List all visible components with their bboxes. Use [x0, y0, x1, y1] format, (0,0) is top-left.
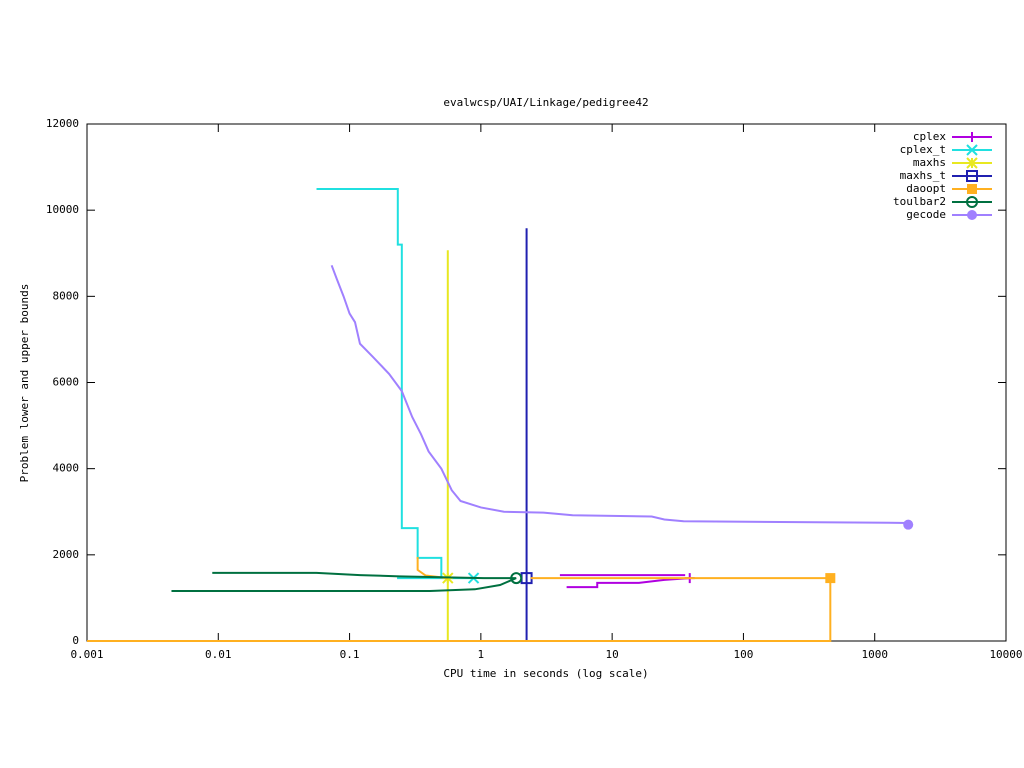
x-axis-label: CPU time in seconds (log scale)	[443, 667, 648, 680]
point	[966, 170, 978, 182]
point-shape	[825, 573, 836, 584]
x-tick-label: 1000	[861, 648, 888, 661]
y-tick-label: 6000	[53, 376, 80, 389]
point-shape	[967, 184, 977, 194]
legend-label: maxhs	[913, 156, 946, 169]
legend-label: daoopt	[906, 182, 946, 195]
x-tick-label: 10	[606, 648, 619, 661]
point	[966, 157, 978, 169]
x-tick-label: 10000	[989, 648, 1022, 661]
point	[966, 144, 978, 156]
point	[967, 132, 977, 142]
legend-label: toulbar2	[893, 195, 946, 208]
y-tick-label: 4000	[53, 462, 80, 475]
legend-label: cplex_t	[900, 143, 946, 156]
point	[825, 573, 836, 584]
x-tick-label: 100	[733, 648, 753, 661]
legend-label: gecode	[906, 208, 946, 221]
chart-title: evalwcsp/UAI/Linkage/pedigree42	[443, 96, 648, 109]
x-tick-label: 0.01	[205, 648, 232, 661]
point-shape	[903, 519, 914, 530]
x-tick-label: 0.1	[340, 648, 360, 661]
point-shape	[966, 170, 978, 182]
legend-label: maxhs_t	[900, 169, 946, 182]
series-line	[330, 264, 910, 525]
point	[967, 184, 977, 194]
point	[903, 519, 914, 530]
point	[967, 210, 977, 220]
series-line	[559, 574, 690, 589]
series-line	[171, 571, 517, 593]
y-tick-label: 10000	[46, 203, 79, 216]
y-tick-label: 12000	[46, 117, 79, 130]
point-stroke	[966, 144, 978, 156]
point	[966, 196, 978, 208]
x-tick-label: 0.001	[70, 648, 103, 661]
point	[510, 572, 523, 585]
point-stroke	[966, 157, 978, 169]
point-shape	[510, 572, 523, 585]
point-shape	[967, 210, 977, 220]
x-tick-label: 1	[478, 648, 485, 661]
y-tick-label: 0	[72, 634, 79, 647]
y-axis-label: Problem lower and upper bounds	[18, 284, 31, 483]
y-tick-label: 2000	[53, 548, 80, 561]
y-tick-label: 8000	[53, 289, 80, 302]
legend-label: cplex	[913, 130, 946, 143]
point-shape	[966, 196, 978, 208]
